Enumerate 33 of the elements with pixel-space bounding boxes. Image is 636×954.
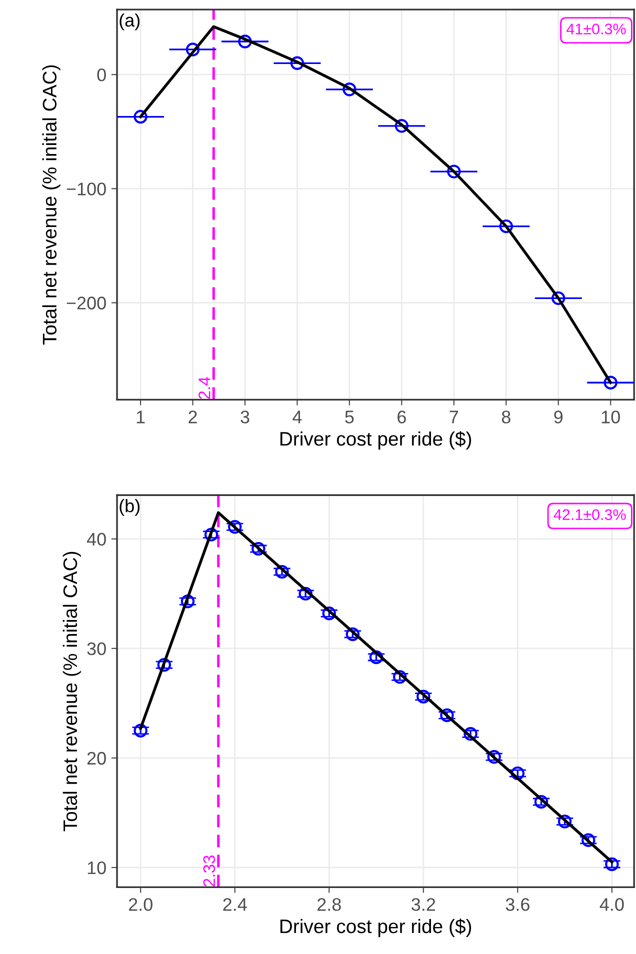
x-axis-title: Driver cost per ride ($) (280, 918, 472, 938)
x-tick-label: 7 (450, 410, 458, 424)
y-tick-label: 0 (97, 68, 106, 82)
x-axis-title: Driver cost per ride ($) (280, 431, 472, 450)
annotation: 42.1±0.3% (554, 509, 626, 520)
y-tick-label: −200 (66, 296, 106, 310)
x-tick-label: 4 (292, 410, 302, 424)
y-tick-label: −100 (66, 182, 106, 196)
annotation: (a) (120, 13, 140, 30)
x-tick-label: 3 (240, 410, 250, 424)
x-tick-label: 8 (502, 410, 510, 424)
x-tick-label: 2.8 (317, 898, 341, 911)
y-axis-title: Total net revenue (% initial CAC) (62, 552, 81, 832)
x-tick-label: 3.6 (506, 898, 530, 911)
y-tick-label: 40 (86, 532, 106, 546)
annotation: (b) (120, 499, 140, 516)
y-axis-title: Total net revenue (% initial CAC) (42, 65, 60, 345)
x-tick-label: 2 (188, 410, 197, 424)
x-tick-label: 6 (398, 410, 406, 424)
x-tick-label: 2.4 (223, 898, 247, 911)
x-tick-label: 9 (554, 410, 563, 424)
ref-line-label: 2.4 (198, 377, 210, 399)
x-tick-label: 1 (136, 410, 145, 424)
annotation: 41±0.3% (566, 24, 626, 34)
ref-line-label: 2.33 (203, 856, 216, 886)
x-tick-label: 5 (345, 410, 354, 424)
y-tick-label: 30 (87, 642, 106, 656)
x-tick-label: 2.0 (128, 898, 152, 911)
y-tick-label: 20 (87, 752, 106, 765)
x-tick-label: 4.0 (600, 898, 624, 911)
y-tick-label: 10 (88, 861, 106, 874)
x-tick-label: 3.2 (412, 898, 436, 911)
x-tick-label: 10 (602, 410, 620, 424)
